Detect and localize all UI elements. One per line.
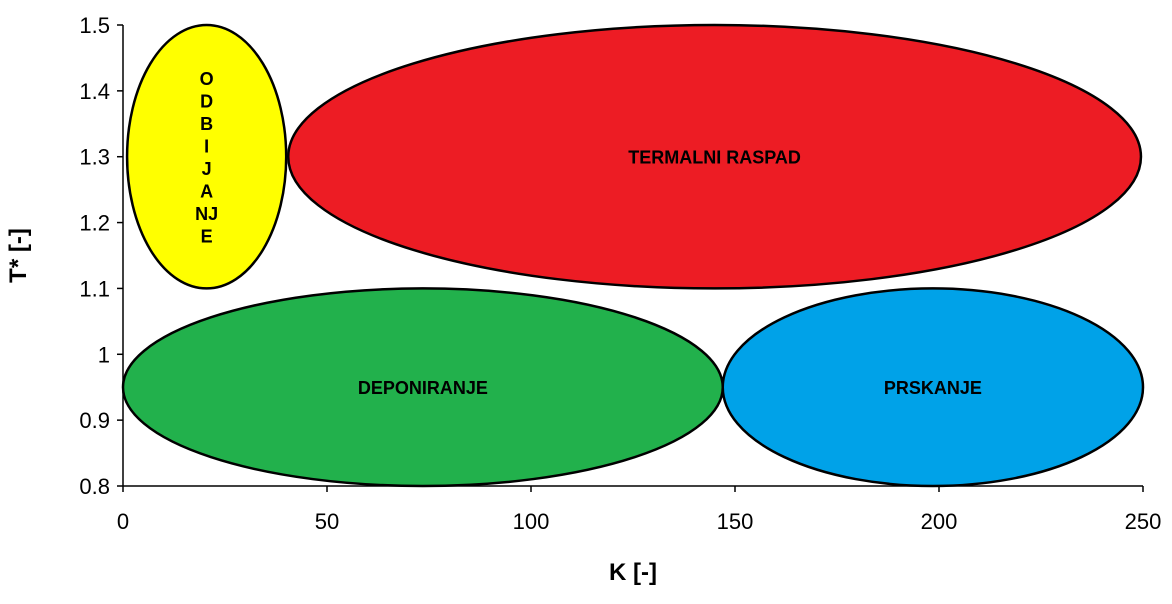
- region-label-line: A: [200, 181, 213, 201]
- region-label-prskanje: PRSKANJE: [884, 378, 982, 398]
- regions-layer: [121, 23, 1145, 488]
- x-tick-label: 100: [513, 509, 550, 534]
- region-odbijanje: [125, 23, 288, 290]
- region-termalni-raspad: [286, 23, 1143, 290]
- region-label-line: E: [201, 226, 213, 246]
- x-axis-title: K [-]: [609, 559, 657, 586]
- region-label-deponiranje: DEPONIRANJE: [358, 378, 488, 398]
- x-tick-label: 200: [921, 509, 958, 534]
- x-tick-label: 250: [1125, 509, 1162, 534]
- ticks-layer: 0.8 0.9 1 1.1 1.2 1.3 1.4 1.5 0 50 100 150 200 250: [79, 13, 1161, 534]
- y-tick-label: 1: [98, 342, 110, 367]
- y-tick-label: 0.8: [79, 474, 110, 499]
- region-label-line: NJ: [195, 204, 218, 224]
- region-label-line: B: [200, 114, 213, 134]
- y-axis-title: T* [-]: [5, 228, 32, 283]
- y-tick-label: 1.1: [79, 276, 110, 301]
- region-label-line: O: [200, 69, 214, 89]
- y-tick-label: 1.5: [79, 13, 110, 38]
- region-label-line: J: [202, 159, 212, 179]
- y-tick-label: 0.9: [79, 408, 110, 433]
- y-tick-label: 1.4: [79, 79, 110, 104]
- region-label-line: D: [200, 91, 213, 111]
- x-tick-label: 50: [315, 509, 339, 534]
- region-label-line: I: [204, 136, 209, 156]
- y-tick-label: 1.3: [79, 145, 110, 170]
- y-tick-label: 1.2: [79, 211, 110, 236]
- x-tick-label: 150: [717, 509, 754, 534]
- axes-layer: [122, 25, 1143, 487]
- x-tick-label: 0: [117, 509, 129, 534]
- region-label-termalni-raspad: TERMALNI RASPAD: [628, 148, 801, 168]
